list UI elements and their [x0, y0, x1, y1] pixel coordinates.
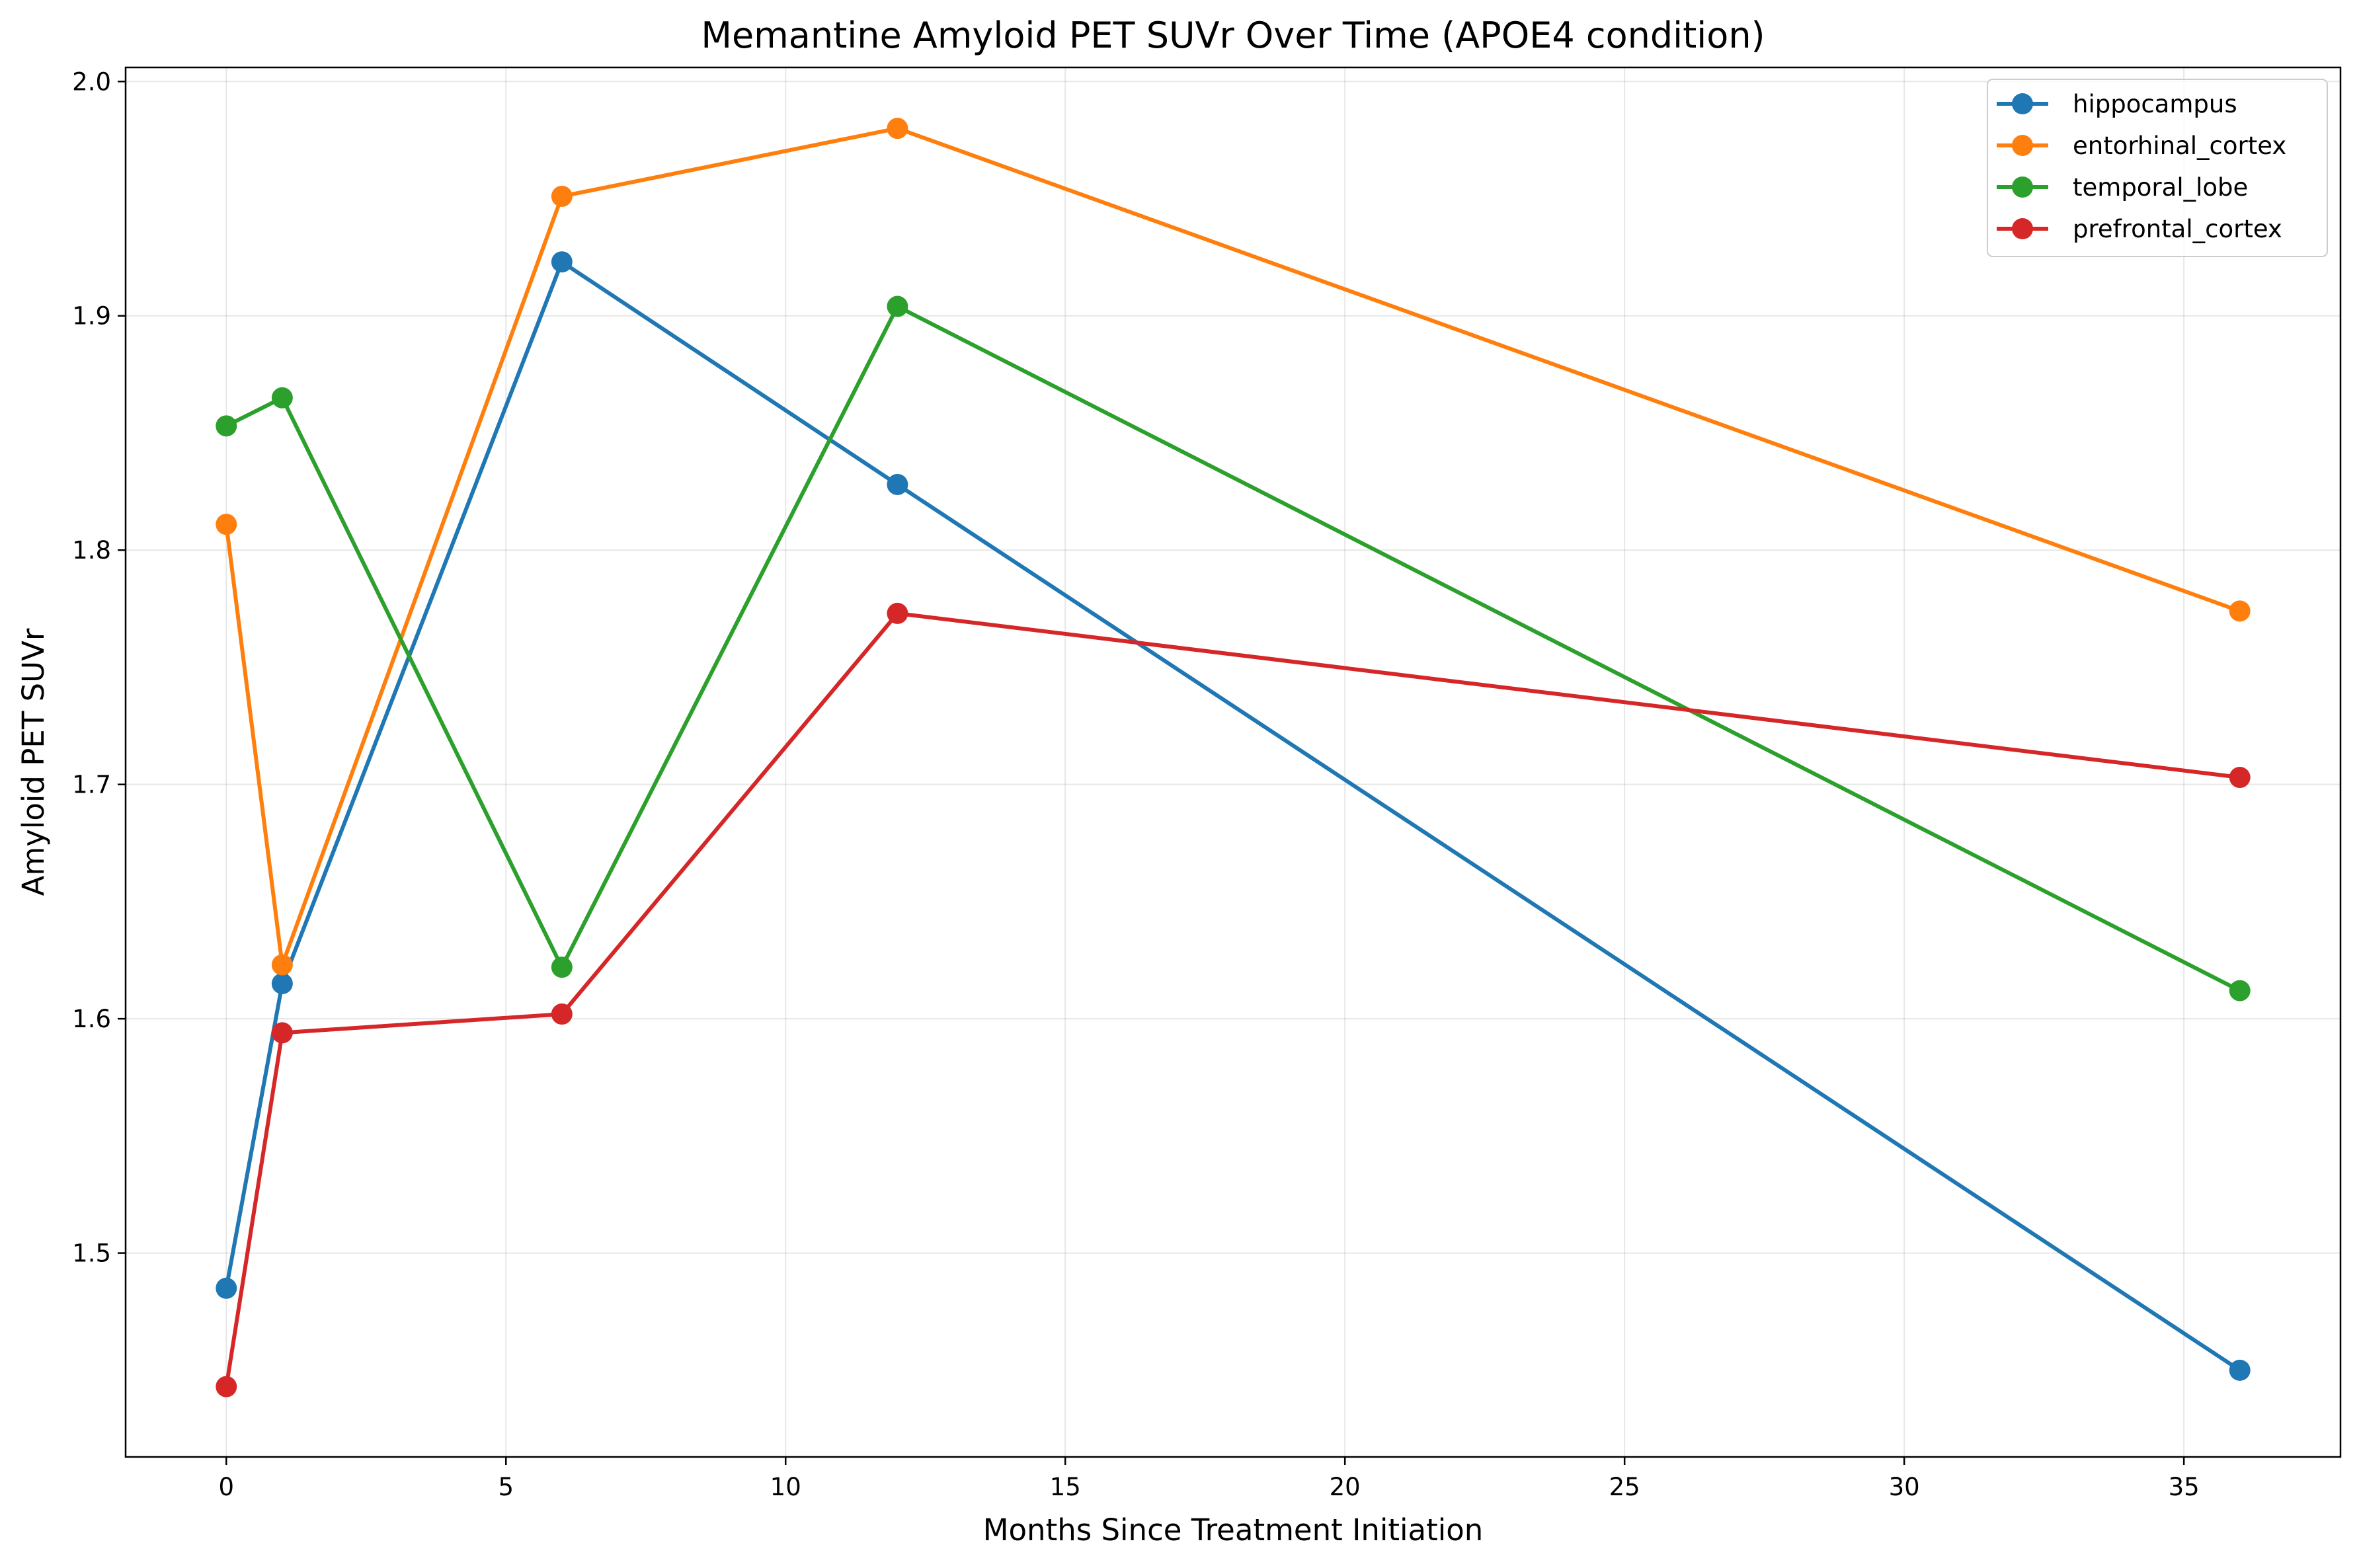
data-point [551, 185, 573, 207]
data-point [216, 1376, 237, 1397]
legend-box [1987, 79, 2328, 257]
data-point [2229, 600, 2251, 622]
grid [126, 67, 2340, 1457]
legend-marker [2012, 176, 2033, 198]
data-point [887, 118, 908, 139]
legend-marker [2012, 218, 2033, 239]
y-tick-label: 1.7 [72, 771, 111, 799]
data-point [887, 473, 908, 495]
data-point [551, 957, 573, 978]
data-point [551, 251, 573, 273]
y-tick-label: 1.6 [72, 1005, 111, 1033]
series-temporal_lobe [216, 295, 2251, 1001]
legend-item: prefrontal_cortex [1997, 215, 2282, 243]
legend-marker [2012, 135, 2033, 156]
data-point [271, 954, 293, 976]
data-point [271, 1022, 293, 1044]
x-tick-label: 25 [1609, 1473, 1640, 1501]
y-axis-ticks: 1.5 1.6 1.7 1.8 1.9 2.0 [72, 67, 126, 1268]
x-axis-ticks: 0 5 10 15 20 25 30 35 [218, 1457, 2200, 1501]
legend-label: entorhinal_cortex [2073, 132, 2286, 160]
plot-frame [124, 66, 2342, 1458]
y-tick-label: 1.5 [72, 1239, 111, 1268]
data-point [2229, 767, 2251, 789]
series-entorhinal_cortex [216, 118, 2251, 976]
y-tick-label: 2.0 [72, 67, 111, 96]
data-point [551, 1003, 573, 1025]
chart-title: Memantine Amyloid PET SUVr Over Time (AP… [701, 15, 1765, 56]
data-point [216, 1277, 237, 1299]
data-point [271, 387, 293, 409]
legend: hippocampus entorhinal_cortex temporal_lob… [1987, 79, 2328, 257]
series-lines [216, 118, 2251, 1397]
legend-label: prefrontal_cortex [2073, 215, 2282, 243]
data-point [271, 972, 293, 994]
data-point [216, 514, 237, 535]
x-tick-label: 0 [218, 1473, 234, 1501]
x-tick-label: 5 [498, 1473, 514, 1501]
x-tick-label: 35 [2169, 1473, 2200, 1501]
data-point [887, 602, 908, 624]
legend-label: temporal_lobe [2073, 173, 2248, 202]
legend-item: hippocampus [1997, 90, 2237, 118]
x-axis-label: Months Since Treatment Initiation [983, 1512, 1484, 1548]
legend-label: hippocampus [2073, 90, 2237, 118]
data-point [2229, 1359, 2251, 1381]
axes [124, 66, 2342, 1458]
x-tick-label: 15 [1050, 1473, 1081, 1501]
series-prefrontal_cortex [216, 602, 2251, 1397]
legend-item: temporal_lobe [1997, 173, 2248, 202]
x-tick-label: 10 [770, 1473, 801, 1501]
legend-item: entorhinal_cortex [1997, 132, 2286, 160]
data-point [216, 415, 237, 437]
y-tick-label: 1.8 [72, 536, 111, 565]
y-axis-label: Amyloid PET SUVr [16, 628, 51, 896]
data-point [2229, 980, 2251, 1001]
x-tick-label: 20 [1330, 1473, 1361, 1501]
legend-marker [2012, 93, 2033, 114]
x-tick-label: 30 [1889, 1473, 1920, 1501]
data-point [887, 295, 908, 317]
y-tick-label: 1.9 [72, 302, 111, 331]
series-hippocampus [216, 251, 2251, 1381]
